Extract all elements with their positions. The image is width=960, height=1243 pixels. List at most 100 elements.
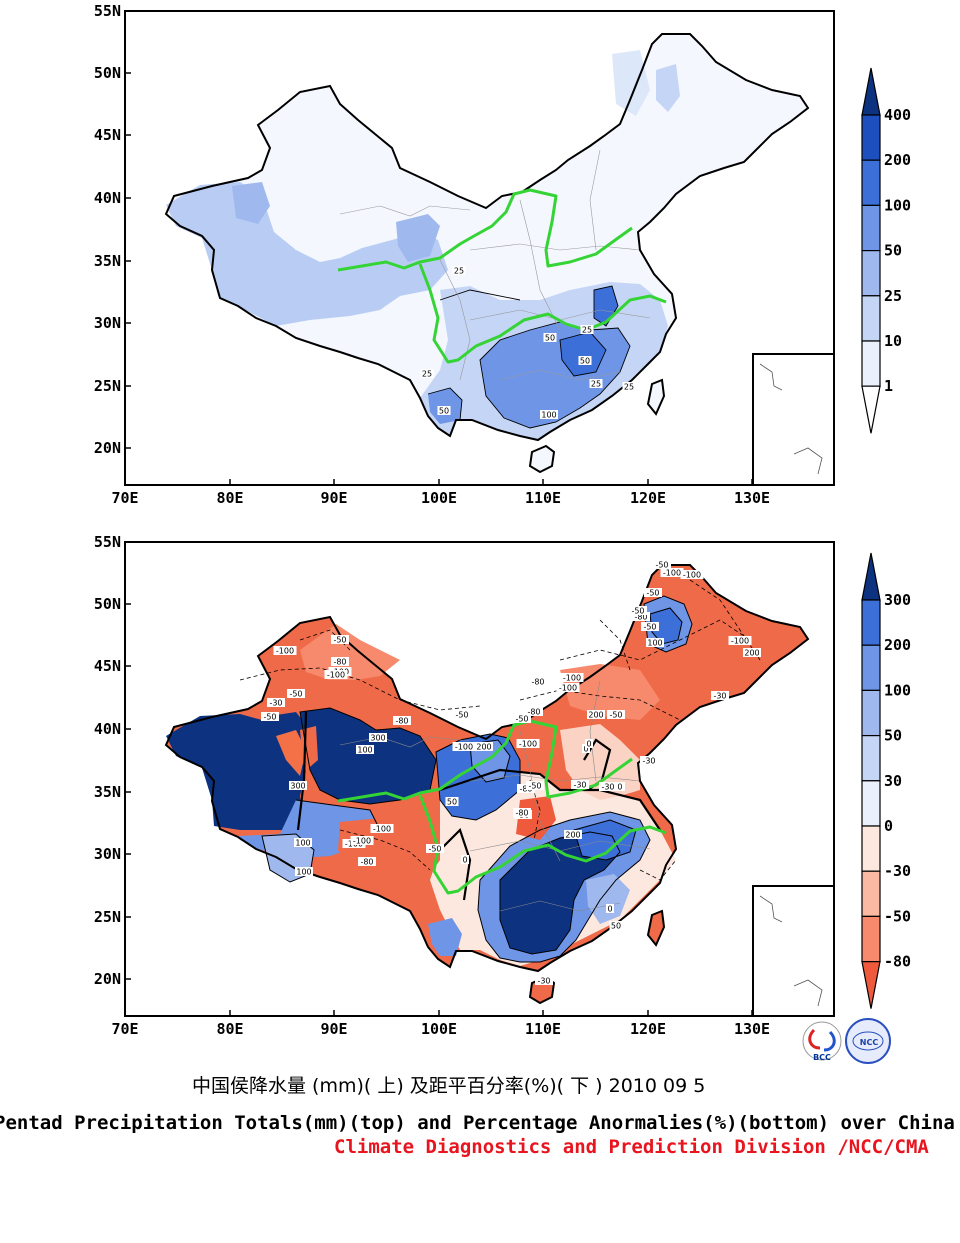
bottom-contour-label-bg — [641, 622, 659, 631]
bottom-contour-label-bg — [564, 830, 582, 839]
top-lon-label: 130E — [734, 489, 770, 507]
top-contour-label: 50 — [439, 407, 449, 416]
bcc-logo: BCC — [802, 1021, 842, 1062]
top-colorbar-segment — [861, 340, 881, 387]
bottom-contour-label-bg — [582, 744, 590, 753]
bottom-contour-label-bg — [513, 714, 531, 723]
bottom-contour-label-bg — [646, 638, 664, 647]
bottom-contour-label-bg — [571, 780, 589, 789]
bottom-contour-label-bg — [350, 836, 374, 845]
top-contour-label-bg — [543, 333, 557, 342]
bottom-colorbar-label: 30 — [884, 772, 902, 790]
bottom-lon-axis: 70E 80E 90E 100E 110E 120E 130E — [111, 1010, 770, 1038]
bottom-contour-labels: -100-100-80-50-50-100-80-100-50-50-30-10… — [261, 560, 761, 986]
bottom-contour-label-bg — [267, 698, 285, 707]
bottom-contour-label: -80 — [515, 809, 528, 818]
top-contour-label-bg — [580, 325, 594, 334]
bottom-contour-label: -100 — [563, 674, 581, 683]
bottom-contour-label: -50 — [631, 607, 644, 616]
top-rivers — [337, 188, 667, 364]
bottom-contour-label: -50 — [333, 636, 346, 645]
top-contour-label-bg — [578, 356, 592, 365]
bottom-lon-label: 120E — [630, 1020, 666, 1038]
top-contour-label: 25 — [454, 267, 464, 276]
top-contour-label: 50 — [545, 334, 555, 343]
bottom-lat-label: 50N — [94, 595, 121, 613]
bottom-contour-label-bg — [358, 857, 376, 866]
top-colorbar-label: 400 — [884, 106, 911, 124]
bottom-contour-label-bg — [426, 844, 444, 853]
bottom-lat-label: 25N — [94, 908, 121, 926]
caption-division: Climate Diagnostics and Prediction Divis… — [334, 1136, 929, 1158]
bottom-contour-label-bg — [356, 745, 374, 754]
top-contour-label-bg — [437, 406, 451, 415]
bottom-contour-label-bg — [587, 710, 605, 719]
top-colorbar-top-arrow — [861, 67, 881, 116]
bottom-contour-label-bg — [529, 677, 547, 686]
bottom-colorbar-label: -30 — [884, 862, 911, 880]
top-lon-label: 110E — [525, 489, 561, 507]
bottom-contour-label: -100 — [455, 743, 473, 752]
bottom-lat-label: 55N — [94, 533, 121, 551]
bottom-contour-label-bg — [525, 707, 543, 716]
bottom-contour-label: 50 — [447, 798, 457, 807]
bottom-contour-label-bg — [475, 742, 493, 751]
bottom-contour-label: 0 — [462, 856, 467, 865]
bottom-contour-label: -50 — [643, 623, 656, 632]
bottom-contour-label: -100 — [683, 571, 701, 580]
bottom-contour-label: -80 — [527, 708, 540, 717]
bottom-colorbar: -80 -50 -30 0 30 50 100 200 300 — [861, 552, 911, 1009]
bottom-colorbar-label: 200 — [884, 636, 911, 654]
bottom-contour-label-bg — [294, 838, 312, 847]
bottom-contour-label-bg — [287, 689, 305, 698]
bottom-contour-label: 300 — [290, 782, 305, 791]
bottom-contour-label-bg — [640, 756, 658, 765]
top-lon-label: 120E — [630, 489, 666, 507]
top-contour-label: 100 — [541, 411, 556, 420]
top-province-lines — [339, 149, 651, 381]
top-colorbar-label: 25 — [884, 287, 902, 305]
bottom-colorbar-label: 100 — [884, 681, 911, 699]
bottom-contour-label-bg — [513, 808, 531, 817]
bottom-contour-label-bg — [644, 588, 662, 597]
bottom-lon-label: 90E — [320, 1020, 347, 1038]
bottom-contour-label: 300 — [370, 734, 385, 743]
bottom-contour-label: -50 — [646, 589, 659, 598]
bottom-lon-label: 110E — [525, 1020, 561, 1038]
bottom-contour-label: 200 — [565, 831, 580, 840]
top-colorbar-label: 10 — [884, 332, 902, 350]
bottom-contour-label-bg — [585, 739, 593, 748]
bottom-colorbar-segment — [861, 734, 881, 782]
top-lon-label: 80E — [216, 489, 243, 507]
top-map-frame — [124, 10, 835, 486]
bottom-lat-label: 20N — [94, 970, 121, 988]
bottom-map: -100-100-80-50-50-100-80-100-50-50-30-10… — [94, 533, 835, 1038]
bottom-contour-label-bg — [295, 867, 313, 876]
top-precip-shading — [166, 50, 680, 440]
bottom-colorbar-segment — [861, 915, 881, 963]
bottom-lat-axis: 20N 25N 30N 35N 40N 45N 50N 55N — [94, 533, 131, 988]
bottom-contour-label: -30 — [573, 781, 586, 790]
bottom-contour-label-bg — [632, 612, 650, 621]
top-colorbar-segment — [861, 204, 881, 252]
bottom-contour-label-bg — [370, 824, 394, 833]
top-colorbar-segment — [861, 250, 881, 297]
bottom-lon-label: 80E — [216, 1020, 243, 1038]
bottom-contour-label: -50 — [655, 561, 668, 570]
bottom-contour-label: -30 — [642, 757, 655, 766]
top-south-sea-inset — [752, 353, 835, 486]
bottom-contour-label-bg — [607, 710, 625, 719]
bottom-contour-label-bg — [560, 673, 584, 682]
bottom-contour-label-bg — [452, 742, 476, 751]
bottom-contour-label: 100 — [357, 746, 372, 755]
top-lon-axis: 70E 80E 90E 100E 110E 120E 130E — [111, 479, 770, 507]
bottom-contour-label: 50 — [611, 922, 621, 931]
bottom-colorbar-label: 50 — [884, 727, 902, 745]
top-lon-label: 70E — [111, 489, 138, 507]
bottom-rivers — [337, 719, 667, 895]
bottom-contour-label: -100 — [353, 837, 371, 846]
bottom-contour-label: 200 — [744, 649, 759, 658]
bottom-lon-label: 130E — [734, 1020, 770, 1038]
bottom-contour-label-bg — [261, 712, 279, 721]
top-colorbar-segment — [861, 114, 881, 161]
